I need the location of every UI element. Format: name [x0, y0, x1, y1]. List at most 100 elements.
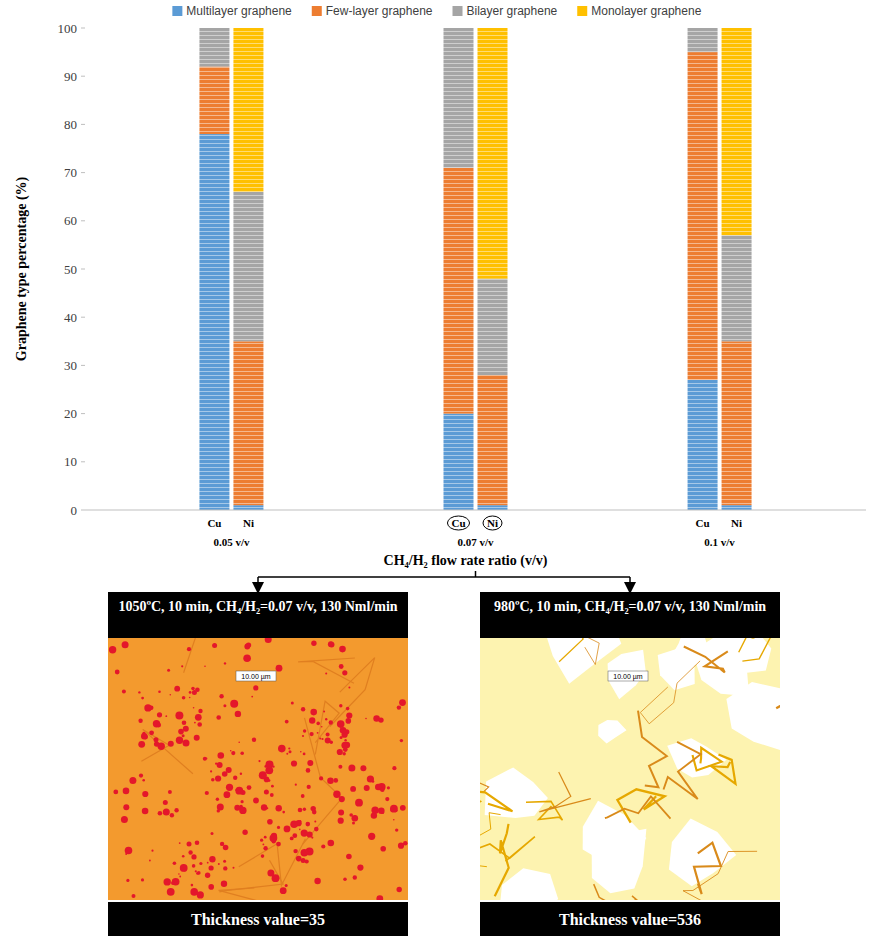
spot — [151, 850, 153, 852]
y-tick-label: 20 — [64, 406, 77, 421]
spot — [233, 867, 235, 869]
spot — [298, 808, 303, 813]
spot — [289, 750, 292, 753]
bar-segment — [688, 28, 718, 52]
x-tick-label: Cu — [207, 517, 221, 529]
grain-boundary — [141, 729, 193, 773]
wrinkle — [480, 790, 513, 817]
y-tick — [81, 76, 85, 77]
spot — [375, 784, 381, 790]
bare-patch — [692, 638, 749, 696]
x-tick-label: Ni — [487, 517, 498, 529]
spot — [182, 734, 185, 737]
spot — [314, 820, 316, 822]
spot — [179, 876, 181, 878]
spot — [339, 704, 342, 707]
spot — [122, 641, 129, 648]
spot — [292, 833, 297, 838]
spot — [303, 753, 306, 756]
spot — [317, 732, 319, 734]
spot — [171, 881, 175, 885]
wrinkle — [539, 772, 591, 812]
spot — [263, 844, 265, 846]
spot — [301, 849, 309, 857]
spot — [192, 864, 196, 868]
spot — [280, 887, 287, 894]
panel-title: 980ºC, 10 min, CH₄/H₂=0.07 v/v, 130 Nml/… — [494, 599, 766, 614]
spot — [139, 774, 143, 778]
spot — [291, 702, 294, 705]
x-axis-line — [85, 510, 866, 511]
spot — [310, 709, 317, 716]
spot — [265, 638, 272, 643]
bar-segment — [722, 28, 752, 235]
spot — [360, 765, 366, 771]
bar-segment — [199, 134, 229, 510]
spot — [123, 788, 130, 795]
group-label: 0.1 v/v — [704, 536, 735, 548]
spot — [392, 766, 396, 770]
spot — [291, 760, 297, 766]
spot — [270, 834, 278, 842]
spot — [353, 875, 357, 879]
spot — [138, 741, 145, 748]
micrograph — [108, 638, 408, 900]
group-label: 0.05 v/v — [213, 536, 250, 548]
bare-patch — [583, 801, 647, 865]
scale-label: 10.00 µm — [241, 673, 270, 681]
panel-footer-text: Thickness value=536 — [559, 911, 701, 928]
spot — [158, 811, 163, 816]
spot — [337, 720, 345, 728]
spot — [138, 691, 140, 693]
spot — [224, 662, 226, 664]
spot — [323, 711, 325, 713]
spot — [308, 848, 311, 851]
spot — [194, 722, 196, 724]
spot — [325, 718, 327, 720]
wrinkle — [594, 884, 661, 900]
bar-segment — [722, 341, 752, 505]
highlight-circle — [447, 516, 469, 530]
wrinkle — [694, 843, 721, 894]
spot — [126, 879, 129, 882]
y-range-line — [85, 28, 86, 510]
bar-segment — [199, 67, 229, 134]
spot — [285, 884, 288, 887]
panel-footer-text: Thickness value=35 — [191, 911, 325, 928]
spot — [301, 794, 305, 798]
spot — [142, 791, 148, 797]
spot — [199, 862, 202, 865]
spot — [163, 809, 170, 816]
spot — [340, 727, 347, 734]
spot — [180, 864, 188, 872]
spot — [230, 750, 232, 752]
spot — [189, 691, 192, 694]
wrinkle — [638, 711, 667, 788]
spot — [276, 665, 283, 672]
y-axis-title: Graphene type percentage (%) — [14, 176, 30, 361]
spot — [191, 884, 194, 887]
spot — [296, 856, 302, 862]
spot — [142, 779, 145, 782]
spot — [346, 854, 352, 860]
spot — [367, 775, 374, 782]
spot — [235, 711, 241, 717]
legend-label: Bilayer graphene — [467, 4, 558, 18]
spot — [246, 642, 251, 647]
wrinkle — [776, 672, 780, 711]
bar-segment — [199, 28, 229, 29]
spot — [376, 895, 383, 900]
grain-boundary — [298, 658, 355, 683]
spot — [178, 729, 184, 735]
spot — [178, 873, 180, 875]
wrinkle — [683, 851, 757, 900]
spot — [156, 723, 161, 728]
spot — [183, 739, 190, 746]
spot — [278, 745, 286, 753]
bars — [199, 28, 751, 510]
y-tick — [81, 269, 85, 270]
spot — [179, 842, 181, 844]
spot — [334, 778, 339, 783]
spot — [261, 804, 267, 810]
spot — [216, 715, 221, 720]
